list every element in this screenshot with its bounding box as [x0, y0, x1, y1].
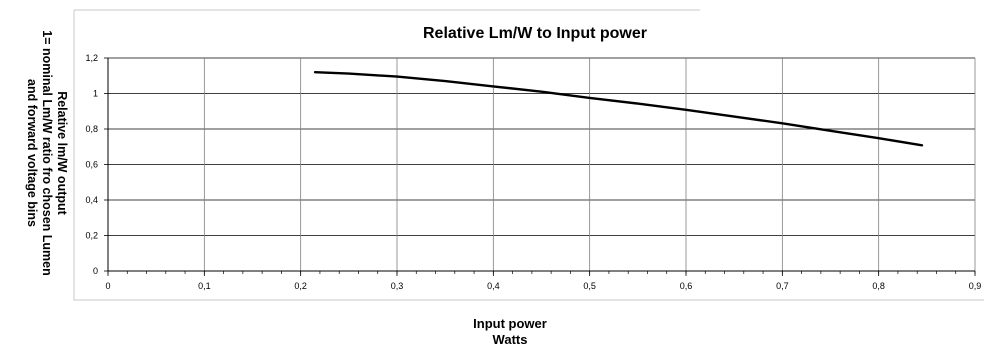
y-axis-label-line-2: 1= nominal Lm/W ratio fro chosen Lumen [40, 30, 54, 276]
x-tick-label: 0,8 [872, 281, 885, 291]
y-axis-label-line-3: and forward voltage bins [25, 79, 39, 227]
y-tick-label: 1 [93, 89, 98, 99]
x-tick-label: 0,7 [776, 281, 789, 291]
x-tick-label: 0,9 [969, 281, 982, 291]
y-tick-label: 0,8 [85, 124, 98, 134]
y-tick-label: 1,2 [85, 53, 98, 63]
x-tick-label: 0,4 [487, 281, 500, 291]
y-tick-label: 0 [93, 266, 98, 276]
x-tick-label: 0,6 [680, 281, 693, 291]
y-axis-label: Relative lm/W output 1= nominal Lm/W rat… [6, 22, 70, 284]
chart-title: Relative Lm/W to Input power [423, 25, 647, 42]
x-tick-label: 0,5 [583, 281, 596, 291]
y-tick-label: 0,6 [85, 160, 98, 170]
chart-area-border [73, 10, 984, 301]
x-tick-label: 0,1 [198, 281, 211, 291]
x-tick-label: 0,2 [294, 281, 307, 291]
y-axis-label-line-1: Relative lm/W output [55, 91, 69, 215]
x-axis-label-line-1: Input power [473, 316, 547, 331]
y-tick-label: 0,4 [85, 195, 98, 205]
x-axis-label-line-2: Watts [492, 332, 528, 347]
y-tick-label: 0,2 [85, 231, 98, 241]
series-line [313, 70, 924, 147]
x-tick-label: 0,3 [391, 281, 404, 291]
x-tick-label: 0 [105, 281, 110, 291]
x-axis-label: Input power Watts [380, 316, 640, 348]
